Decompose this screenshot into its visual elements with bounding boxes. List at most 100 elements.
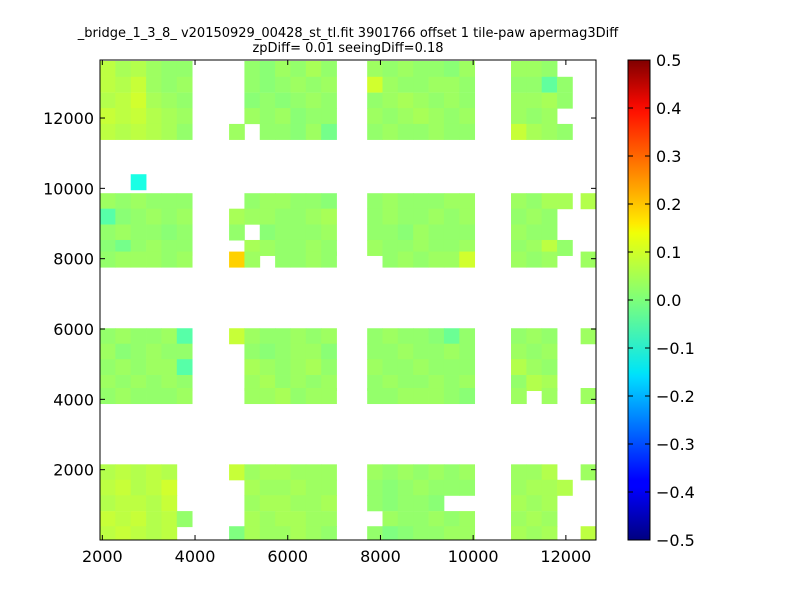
heatmap-cell [443, 526, 460, 541]
heatmap-cell [130, 92, 147, 109]
heatmap-cell [443, 60, 460, 77]
heatmap-cell [100, 208, 116, 225]
heatmap-cell [100, 123, 116, 140]
heatmap-cell [382, 343, 399, 360]
heatmap-cell [321, 76, 337, 93]
heatmap-cell [541, 92, 558, 109]
heatmap-cell [290, 343, 307, 360]
heatmap-cell [541, 328, 558, 345]
heatmap-cell [321, 251, 337, 268]
heatmap-cell [367, 375, 383, 392]
heatmap-cell [259, 108, 276, 125]
colorbar-tick-label: −0.3 [656, 435, 695, 454]
heatmap-cell [321, 60, 337, 77]
heatmap-cell [382, 224, 399, 241]
heatmap-cell [244, 511, 261, 528]
heatmap-cell [305, 511, 322, 528]
x-tick-label: 2000 [82, 547, 123, 566]
colorbar-tick-label: −0.1 [656, 339, 695, 358]
heatmap-cell [290, 92, 307, 109]
heatmap-cell [305, 193, 322, 210]
heatmap-cell [290, 123, 307, 140]
heatmap-cell [526, 208, 543, 225]
heatmap-cell [259, 388, 276, 405]
heatmap-cell [526, 526, 543, 541]
heatmap-cell [305, 123, 322, 140]
heatmap-cell [290, 359, 307, 376]
y-tick-label: 10000 [43, 179, 94, 198]
heatmap-cell [259, 375, 276, 392]
heatmap-cell [275, 251, 291, 268]
heatmap-cell [130, 123, 147, 140]
heatmap-cell [146, 359, 162, 376]
heatmap-cell [459, 123, 476, 140]
heatmap-cell [367, 208, 383, 225]
heatmap-cell [259, 92, 276, 109]
heatmap-cell [321, 375, 337, 392]
heatmap-cell [115, 479, 132, 496]
heatmap-cell [428, 464, 445, 481]
heatmap-cell [100, 193, 116, 210]
heatmap-cell [115, 343, 132, 360]
heatmap-cell [115, 76, 132, 93]
x-tick-label: 10000 [448, 547, 499, 566]
heatmap-cell [275, 224, 291, 241]
colorbar-tick-label: 0.0 [656, 291, 681, 310]
heatmap-cell [176, 108, 193, 125]
heatmap-cell [511, 76, 527, 93]
heatmap-cell [161, 343, 178, 360]
heatmap-cell [413, 123, 429, 140]
x-tick-label: 12000 [540, 547, 591, 566]
heatmap-cell [146, 60, 162, 77]
heatmap-cell [557, 92, 573, 109]
heatmap-cell [428, 224, 445, 241]
heatmap-cell [305, 108, 322, 125]
heatmap-cell [413, 526, 429, 541]
heatmap-cell [115, 92, 132, 109]
heatmap-cell [130, 76, 147, 93]
heatmap-cell [130, 511, 147, 528]
heatmap-cell [382, 123, 399, 140]
heatmap-cell [443, 479, 460, 496]
heatmap-cell [305, 92, 322, 109]
heatmap-cell [367, 92, 383, 109]
plot-frame [99, 59, 597, 541]
heatmap-cell [321, 464, 337, 481]
heatmap-cell [275, 343, 291, 360]
heatmap-cell [321, 123, 337, 140]
heatmap-cell [382, 388, 399, 405]
heatmap-cell [397, 328, 414, 345]
heatmap-cell [161, 224, 178, 241]
heatmap-cell [161, 193, 178, 210]
heatmap-cell [259, 464, 276, 481]
heatmap-cell [100, 495, 116, 512]
heatmap-cell [305, 375, 322, 392]
heatmap-cell [428, 123, 445, 140]
heatmap-cell [580, 251, 597, 268]
heatmap-cell [511, 464, 527, 481]
heatmap-cell [367, 328, 383, 345]
heatmap-cell [161, 123, 178, 140]
heatmap-cell [459, 251, 476, 268]
heatmap-cell [541, 495, 558, 512]
heatmap-cell [397, 108, 414, 125]
heatmap-cell [541, 193, 558, 210]
heatmap-cell [443, 375, 460, 392]
heatmap-cell [580, 193, 597, 210]
heatmap-cell [290, 193, 307, 210]
heatmap-cell [100, 224, 116, 241]
heatmap-cell [397, 193, 414, 210]
heatmap-cell [275, 511, 291, 528]
heatmap-cell [541, 343, 558, 360]
heatmap-cell [244, 359, 261, 376]
heatmap-cell [511, 328, 527, 345]
heatmap-cell [115, 526, 132, 541]
heatmap-cell [100, 92, 116, 109]
heatmap-cell [275, 464, 291, 481]
heatmap-cell [146, 388, 162, 405]
heatmap-cell [428, 526, 445, 541]
heatmap-cell [321, 92, 337, 109]
heatmap-cell [115, 464, 132, 481]
heatmap-cell [511, 224, 527, 241]
heatmap-cell [161, 511, 178, 528]
